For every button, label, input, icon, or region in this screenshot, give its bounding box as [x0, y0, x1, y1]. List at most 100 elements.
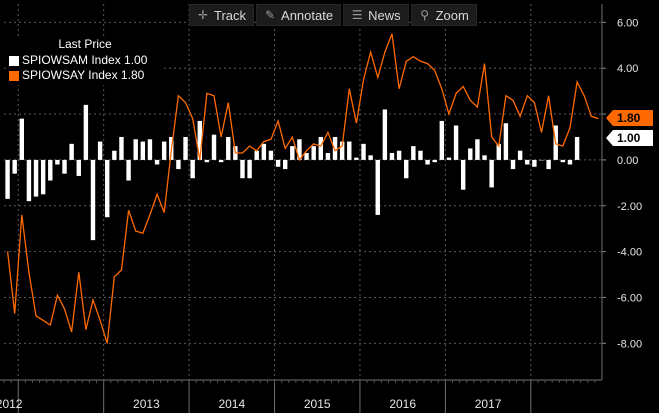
y-tick-label: -8.00 — [617, 338, 642, 350]
x-year-label: 2016 — [389, 397, 416, 411]
y-tick-label: -2.00 — [617, 201, 642, 213]
bar — [318, 136, 324, 160]
y-tick-label: -4.00 — [617, 247, 642, 259]
bar — [133, 139, 138, 160]
bar — [503, 123, 509, 160]
bar — [496, 143, 501, 160]
bar — [404, 159, 409, 179]
x-year-label: 2015 — [304, 397, 331, 411]
x-year-label: 2013 — [133, 397, 160, 411]
bar — [197, 120, 202, 160]
bar — [382, 109, 388, 160]
bar — [560, 159, 566, 163]
bar — [5, 159, 10, 199]
bar — [347, 141, 352, 160]
bar — [446, 157, 452, 160]
y-tick-label: 4.00 — [617, 63, 638, 75]
x-axis: 2012 2013 2014 2015 2016 2017 — [0, 379, 602, 413]
legend-entry-spiowsam[interactable]: SPIOWSAM Index 1.00 — [6, 53, 164, 68]
bar — [532, 159, 537, 167]
y-axis: 6.004.002.000.00-2.00-4.00-6.00-8.00 — [601, 4, 642, 380]
bar — [40, 159, 46, 195]
y-tick-label: -6.00 — [617, 292, 642, 304]
pencil-icon: ✎ — [265, 8, 276, 22]
annotate-label: Annotate — [281, 7, 334, 23]
track-button[interactable]: ✛ Track — [189, 4, 255, 26]
bar — [247, 159, 252, 179]
bar — [517, 150, 523, 160]
bar — [226, 136, 231, 160]
legend-label: SPIOWSAY Index 1.80 — [22, 68, 145, 82]
bar — [460, 159, 466, 190]
bar — [389, 153, 395, 160]
bar — [218, 159, 224, 163]
bar — [83, 104, 89, 160]
x-year-label: 2017 — [475, 397, 502, 411]
bar — [33, 159, 39, 197]
bar — [482, 155, 487, 160]
zoom-label: Zoom — [435, 7, 469, 23]
annotate-button[interactable]: ✎ Annotate — [256, 4, 342, 26]
bar — [26, 159, 32, 202]
bar — [90, 159, 96, 241]
legend-entry-spiowsay[interactable]: SPIOWSAY Index 1.80 — [6, 68, 164, 83]
bar — [439, 120, 445, 160]
bar — [290, 146, 295, 160]
bar — [97, 141, 103, 160]
bar — [19, 118, 25, 160]
legend-title: Last Price — [58, 37, 112, 51]
zoom-button[interactable]: ⚲ Zoom — [410, 4, 477, 26]
magnifier-icon: ⚲ — [420, 8, 429, 22]
chart-legend: Last Price SPIOWSAM Index 1.00 SPIOWSAY … — [6, 37, 164, 85]
legend-swatch-white — [9, 55, 19, 66]
bar — [76, 159, 81, 176]
bar — [126, 159, 131, 181]
bar — [525, 159, 530, 165]
bar — [453, 125, 459, 160]
bar — [375, 159, 380, 215]
bar — [297, 139, 302, 160]
bar — [361, 143, 366, 160]
bar — [396, 150, 402, 160]
bar — [147, 139, 153, 160]
bar-series-spiowsam — [5, 104, 580, 241]
bar — [48, 159, 53, 181]
x-year-label: 2014 — [218, 397, 245, 411]
bar — [154, 159, 160, 165]
bar — [211, 134, 217, 160]
bar — [254, 150, 259, 160]
bar — [112, 150, 117, 160]
bar — [489, 159, 494, 188]
news-button[interactable]: ☰ News — [343, 4, 409, 26]
bar — [411, 146, 416, 160]
bar — [332, 136, 338, 160]
bar — [161, 141, 167, 160]
bar — [55, 159, 60, 165]
bar — [510, 159, 516, 170]
bar — [304, 153, 309, 160]
bar — [282, 159, 288, 170]
bar — [468, 148, 473, 160]
x-year-label: 2012 — [0, 397, 23, 411]
chart-toolbar: ✛ Track ✎ Annotate ☰ News ⚲ Zoom — [189, 4, 477, 26]
track-label: Track — [214, 7, 247, 23]
bar — [275, 159, 281, 167]
bar — [574, 136, 580, 160]
bar — [339, 141, 345, 160]
bar — [240, 159, 245, 179]
bar — [546, 159, 551, 170]
legend-swatch-orange — [9, 70, 19, 81]
last-value-tag-spiowsam: 1.00 — [606, 130, 653, 146]
y-tick-label: 6.00 — [617, 17, 638, 29]
bar — [261, 143, 267, 160]
bar — [12, 159, 17, 174]
bar — [190, 159, 195, 179]
bar — [176, 159, 181, 170]
line-series-spiowsay — [6, 33, 599, 344]
legend-label: SPIOWSAM Index 1.00 — [22, 53, 148, 67]
bar — [567, 159, 573, 165]
news-icon: ☰ — [351, 8, 363, 22]
bar — [204, 159, 210, 163]
bar — [119, 136, 124, 160]
